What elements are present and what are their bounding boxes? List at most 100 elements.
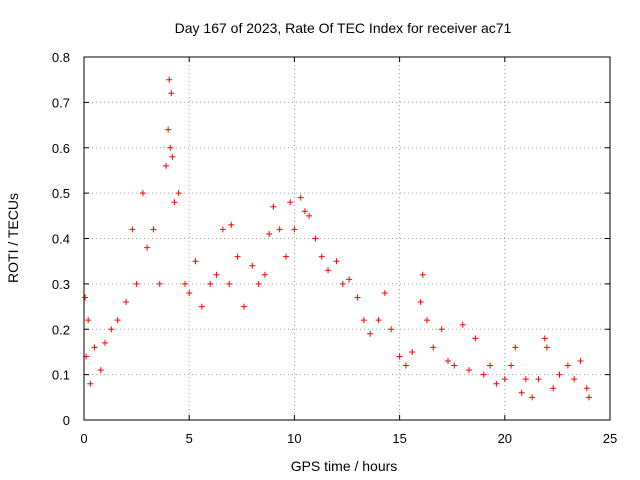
data-point [438,326,445,333]
grid-lines [84,57,610,420]
y-tick-label: 0.6 [52,141,70,156]
data-point [493,380,500,387]
data-point [282,253,289,260]
data-point [276,226,283,233]
data-point [169,153,176,160]
data-point [564,362,571,369]
data-point [234,253,241,260]
data-point [156,280,163,287]
x-axis-ticks: 0 5 10 15 20 25 [80,57,617,446]
data-point [85,317,92,324]
data-point [240,303,247,310]
data-point [512,344,519,351]
data-point [270,203,277,210]
data-point [129,226,136,233]
data-point [255,280,262,287]
data-point [543,344,550,351]
data-point [139,190,146,197]
data-point [409,348,416,355]
data-point [144,244,151,251]
data-point [207,280,214,287]
data-point [459,321,466,328]
data-point [375,317,382,324]
x-tick-label: 10 [287,431,301,446]
data-point [213,271,220,278]
data-point [417,299,424,306]
data-point [261,271,268,278]
data-point [571,376,578,383]
data-point [381,289,388,296]
x-axis-label: GPS time / hours [291,458,398,474]
data-point [535,376,542,383]
data-point [333,258,340,265]
data-point [186,289,193,296]
data-point [82,294,89,301]
data-point [102,339,109,346]
data-point [301,208,308,215]
data-point [346,276,353,283]
y-tick-label: 0 [63,413,70,428]
data-point [87,380,94,387]
data-point [508,362,515,369]
chart-title: Day 167 of 2023, Rate Of TEC Index for r… [175,20,512,36]
data-point [249,262,256,269]
data-point [354,294,361,301]
data-point [163,162,170,169]
data-point [402,362,409,369]
data-point [97,367,104,374]
data-point [150,226,157,233]
data-point [583,385,590,392]
data-point [487,362,494,369]
data-point [396,353,403,360]
data-point [171,199,178,206]
data-point [297,194,304,201]
data-point [219,226,226,233]
y-axis-ticks: 0 0.1 0.2 0.3 0.4 0.5 0.6 0.7 0.8 [52,50,610,428]
data-point [501,376,508,383]
data-point [339,280,346,287]
data-point [168,90,175,97]
data-point [192,258,199,265]
data-point [556,371,563,378]
data-point [325,267,332,274]
data-point [167,144,174,151]
data-point [550,385,557,392]
data-point [360,317,367,324]
x-tick-label: 20 [498,431,512,446]
data-point [291,226,298,233]
data-point [114,317,121,324]
data-point [419,271,426,278]
data-point [91,344,98,351]
data-point [518,389,525,396]
y-tick-label: 0.1 [52,368,70,383]
data-point [175,190,182,197]
y-tick-label: 0.5 [52,186,70,201]
data-point [123,299,130,306]
x-tick-label: 15 [392,431,406,446]
data-point [312,235,319,242]
data-point [444,358,451,365]
data-point [108,326,115,333]
y-tick-label: 0.8 [52,50,70,65]
y-tick-label: 0.7 [52,95,70,110]
data-point [318,253,325,260]
data-point [541,335,548,342]
data-point [472,335,479,342]
data-points [82,76,592,401]
data-point [585,394,592,401]
data-point [577,358,584,365]
data-point [423,317,430,324]
data-point [133,280,140,287]
data-point [287,199,294,206]
data-point [266,230,273,237]
data-point [388,326,395,333]
x-tick-label: 0 [80,431,87,446]
data-point [226,280,233,287]
data-point [181,280,188,287]
data-point [522,376,529,383]
x-tick-label: 25 [603,431,617,446]
data-point [451,362,458,369]
y-tick-label: 0.2 [52,322,70,337]
data-point [228,221,235,228]
